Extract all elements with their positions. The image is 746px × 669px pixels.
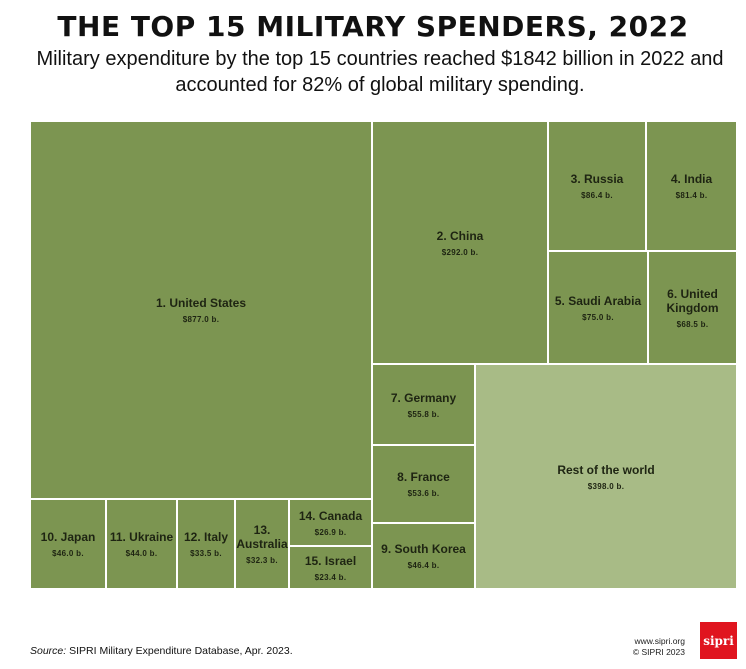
treemap-cell-france: 8. France $53.6 b.: [372, 445, 475, 523]
cell-label: 8. France: [397, 470, 450, 484]
cell-label: 12. Italy: [183, 530, 229, 544]
cell-value-label: $32.3 b.: [246, 556, 278, 565]
cell-value-label: $46.0 b.: [52, 549, 84, 558]
treemap-cell-israel: 15. Israel $23.4 b.: [289, 546, 372, 589]
cell-label: 15. Israel: [304, 553, 357, 568]
treemap-chart: 1. United States $877.0 b. 2. China $292.0 …: [30, 121, 737, 589]
cell-label: 2. China: [436, 228, 484, 243]
cell-value-label: $877.0 b.: [182, 315, 220, 324]
cell-value-label: $398.0 b.: [587, 481, 625, 491]
cell-value-label: $292.0 b.: [441, 247, 479, 257]
treemap-cell-united-kingdom: 6. United Kingdom $68.5 b.: [648, 251, 737, 364]
website-link[interactable]: www.sipri.org: [634, 636, 685, 646]
cell-value-label: $44.0 b.: [125, 549, 158, 558]
chart-title: THE TOP 15 MILITARY SPENDERS, 2022: [57, 10, 689, 43]
treemap-cell-canada: 14. Canada $26.9 b.: [289, 499, 372, 546]
cell-value-label: $53.6 b.: [407, 489, 440, 498]
cell-label: 6. United Kingdom: [666, 286, 719, 315]
treemap-cell-india: 4. India $81.4 b.: [646, 121, 737, 251]
cell-value-label: $23.4 b.: [314, 572, 347, 582]
source-note: Source: SIPRI Military Expenditure Datab…: [30, 645, 293, 657]
copyright-text: © SIPRI 2023: [632, 647, 685, 657]
cell-label: 11. Ukraine: [109, 530, 174, 544]
cell-label: 4. India: [670, 172, 713, 186]
cell-label: 1. United States: [155, 296, 247, 310]
treemap-cell-australia: 13. Australia $32.3 b.: [235, 499, 289, 589]
cell-value-label: $26.9 b.: [314, 527, 347, 537]
cell-label: 5. Saudi Arabia: [554, 293, 642, 308]
treemap-cell-germany: 7. Germany $55.8 b.: [372, 364, 475, 445]
footer-credits: www.sipri.org © SIPRI 2023: [620, 636, 685, 658]
cell-label: 13. Australia: [236, 523, 288, 551]
chart-subtitle: Military expenditure by the top 15 count…: [36, 48, 724, 96]
treemap-cell-saudi-arabia: 5. Saudi Arabia $75.0 b.: [548, 251, 648, 364]
source-text: SIPRI Military Expenditure Database, Apr…: [66, 645, 293, 657]
treemap-cell-rest-of-the-world: Rest of the world $398.0 b.: [475, 364, 737, 589]
cell-label: 7. Germany: [390, 390, 457, 405]
sipri-logo: sipri: [700, 622, 737, 659]
treemap-cell-china: 2. China $292.0 b.: [372, 121, 548, 364]
cell-label: 9. South Korea: [381, 542, 466, 556]
cell-label: 14. Canada: [298, 508, 363, 523]
cell-value-label: $68.5 b.: [676, 319, 709, 329]
cell-label: Rest of the world: [557, 462, 655, 477]
treemap-cell-italy: 12. Italy $33.5 b.: [177, 499, 235, 589]
treemap-cell-japan: 10. Japan $46.0 b.: [30, 499, 106, 589]
treemap-cell-united-states: 1. United States $877.0 b.: [30, 121, 372, 499]
cell-value-label: $46.4 b.: [407, 561, 440, 570]
cell-value-label: $81.4 b.: [675, 191, 708, 200]
cell-value-label: $55.8 b.: [407, 409, 440, 419]
cell-label: 10. Japan: [40, 530, 96, 544]
cell-value-label: $75.0 b.: [582, 312, 614, 322]
source-prefix: Source:: [30, 645, 67, 657]
treemap-cell-ukraine: 11. Ukraine $44.0 b.: [106, 499, 177, 589]
treemap-cell-south-korea: 9. South Korea $46.4 b.: [372, 523, 475, 589]
cell-value-label: $33.5 b.: [190, 549, 222, 558]
cell-value-label: $86.4 b.: [581, 191, 613, 200]
cell-label: 3. Russia: [570, 172, 624, 186]
treemap-cell-russia: 3. Russia $86.4 b.: [548, 121, 646, 251]
